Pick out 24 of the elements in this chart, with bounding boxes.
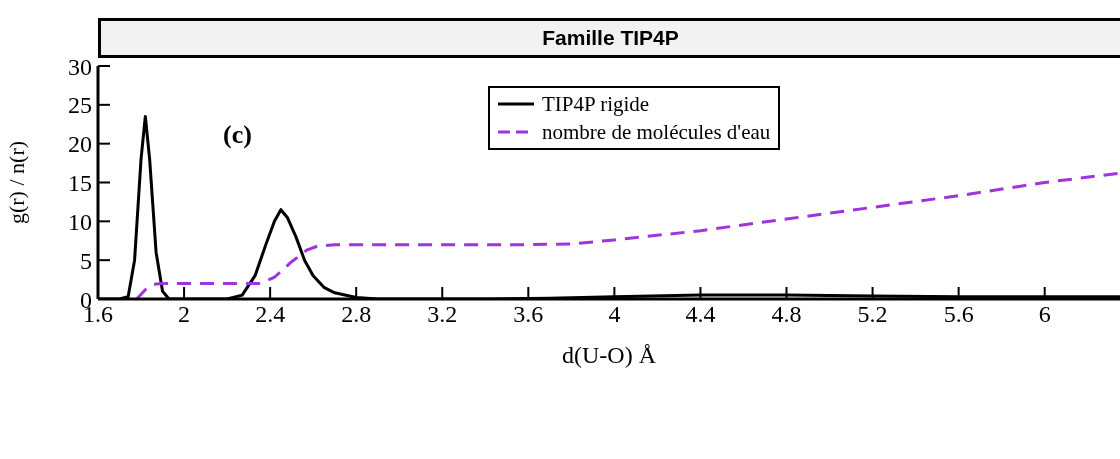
chart-title: Famille TIP4P: [98, 18, 1120, 58]
y-tick-label: 10: [68, 208, 92, 235]
x-axis-title: d(U-O) Å: [562, 342, 657, 368]
y-tick-label: 25: [68, 92, 92, 119]
x-tick-label: 6: [1038, 301, 1051, 328]
x-tick-label: 4.4: [685, 301, 716, 328]
x-tick-label: 5.6: [943, 301, 974, 328]
x-tick-label: 3.6: [513, 301, 544, 328]
legend-label: TIP4P rigide: [542, 91, 650, 118]
legend-label: nombre de molécules d'eau: [542, 119, 771, 146]
x-tick-label: 5.2: [857, 301, 888, 328]
x-tick-label: 3.2: [427, 301, 458, 328]
y-tick-label: 30: [68, 53, 92, 80]
x-tick-label: 4: [608, 301, 621, 328]
y-tick-label: 15: [68, 170, 92, 197]
y-tick-label: 20: [68, 131, 92, 158]
x-tick-label: 2: [178, 301, 191, 328]
x-tick-label: 4.8: [771, 301, 802, 328]
annotation: (c): [223, 120, 252, 150]
y-tick-label: 5: [80, 247, 92, 274]
line-series: [135, 171, 1120, 299]
y-axis-title: g(r) / n(r): [3, 140, 29, 225]
x-tick-label: 2.8: [341, 301, 372, 328]
x-tick-label: 2.4: [255, 301, 286, 328]
